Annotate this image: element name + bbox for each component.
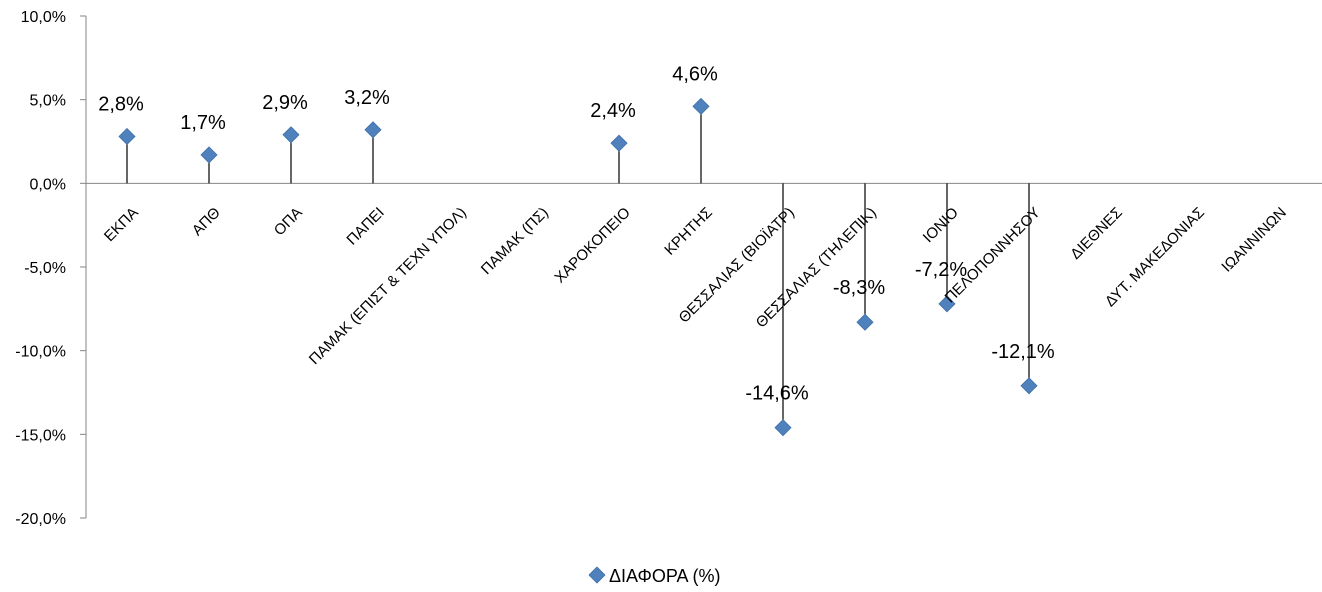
data-label: -12,1% [991, 341, 1055, 363]
y-tick-label: 5,0% [30, 93, 66, 110]
data-point-marker [364, 121, 382, 139]
data-label: 2,4% [590, 100, 636, 122]
category-label: ΙΟΝΙΟ [920, 204, 962, 246]
legend-label: ΔΙΑΦΟΡΑ (%) [609, 566, 721, 586]
data-point-marker [774, 419, 792, 437]
data-labels: 2,8% 1,7% 2,9% 3,2% 2,4% 4,6% -14,6% -8,3% -7,2%… [98, 63, 1055, 404]
data-label: 3,2% [344, 87, 390, 109]
y-tick-label: -5,0% [24, 260, 66, 277]
data-point-marker [692, 97, 710, 115]
data-point-marker [282, 126, 300, 144]
data-label: -14,6% [745, 383, 809, 405]
category-label: ΠΑΠΕΙ [343, 204, 387, 248]
y-tick-label: 10,0% [21, 9, 66, 26]
data-points [118, 97, 1038, 437]
data-point-marker [200, 146, 218, 164]
data-label: 2,9% [262, 92, 308, 114]
category-label: ΔΙΕΘΝΕΣ [1067, 204, 1126, 263]
data-label: 4,6% [672, 63, 718, 85]
y-tick-label: -10,0% [15, 344, 66, 361]
y-tick-label: 0,0% [30, 176, 66, 193]
category-label: ΚΡΗΤΗΣ [661, 204, 716, 259]
category-label: ΕΚΠΑ [101, 204, 142, 245]
legend: ΔΙΑΦΟΡΑ (%) [588, 566, 721, 586]
data-point-marker [118, 127, 136, 146]
data-point-marker [856, 313, 874, 331]
data-label: -7,2% [915, 259, 967, 281]
data-label: 1,7% [180, 112, 226, 134]
data-label: 2,8% [98, 93, 144, 115]
category-label: ΠΑΜΑΚ (ΠΣ) [478, 204, 552, 278]
legend-marker [588, 566, 606, 584]
category-label: ΙΩΑΝΝΙΝΩΝ [1218, 204, 1289, 275]
axes: 10,0% 5,0% 0,0% -5,0% -10,0% -15,0% -20,0% [15, 9, 1322, 528]
data-point-marker [1020, 377, 1038, 395]
y-tick-label: -15,0% [15, 427, 66, 444]
category-label: ΑΠΘ [189, 204, 224, 239]
data-label: -8,3% [833, 277, 885, 299]
y-tick-label: -20,0% [15, 511, 66, 528]
category-label: ΧΑΡΟΚΟΠΕΙΟ [551, 204, 633, 286]
data-point-marker [938, 295, 956, 313]
data-point-marker [610, 134, 628, 152]
category-label: ΠΑΜΑΚ (ΕΠΙΣΤ & ΤΕΧΝ ΥΠΟΛ) [306, 204, 470, 368]
category-label: ΟΠΑ [271, 204, 306, 239]
